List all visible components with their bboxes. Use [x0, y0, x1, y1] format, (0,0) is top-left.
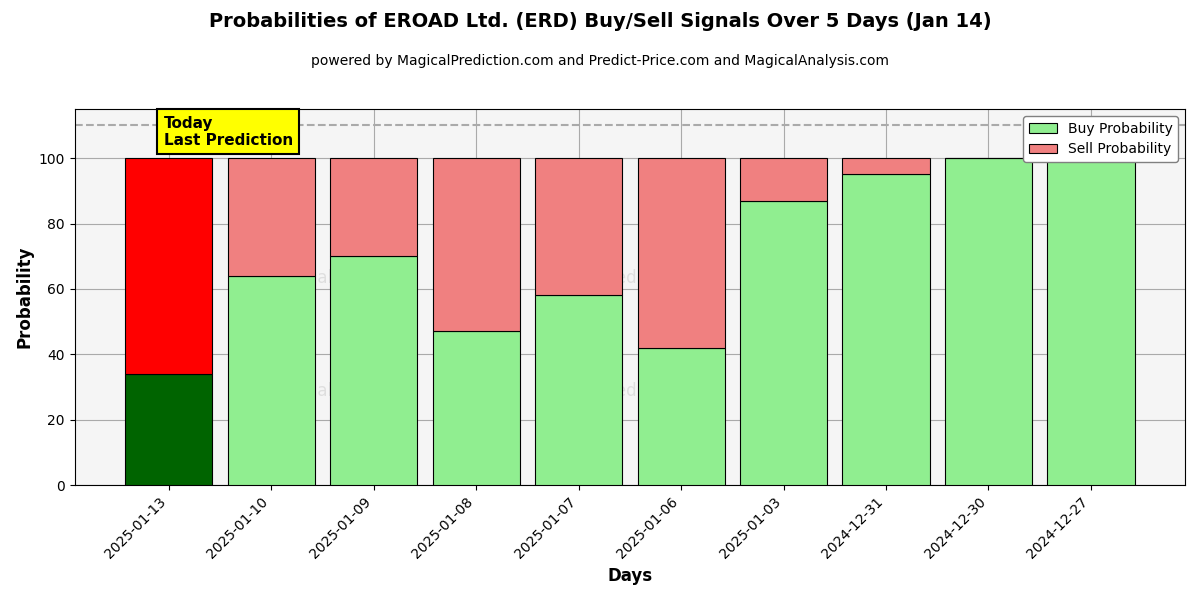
Bar	[740, 200, 827, 485]
Text: MagicalAnalysis.com: MagicalAnalysis.com	[233, 269, 406, 287]
Text: MagicalPrediction.com: MagicalPrediction.com	[536, 382, 724, 400]
Bar	[842, 158, 930, 175]
Legend: Buy Probability, Sell Probability: Buy Probability, Sell Probability	[1024, 116, 1178, 162]
Bar	[740, 158, 827, 200]
Bar	[125, 158, 212, 374]
Bar	[432, 158, 520, 331]
Text: Today
Last Prediction: Today Last Prediction	[163, 116, 293, 148]
Text: Probabilities of EROAD Ltd. (ERD) Buy/Sell Signals Over 5 Days (Jan 14): Probabilities of EROAD Ltd. (ERD) Buy/Se…	[209, 12, 991, 31]
Bar	[432, 331, 520, 485]
Bar	[228, 276, 314, 485]
Text: MagicalPrediction.com: MagicalPrediction.com	[536, 269, 724, 287]
Bar	[330, 158, 418, 256]
Bar	[535, 158, 622, 295]
Bar	[637, 158, 725, 348]
X-axis label: Days: Days	[607, 567, 653, 585]
Bar	[842, 175, 930, 485]
Bar	[228, 158, 314, 276]
Bar	[535, 295, 622, 485]
Y-axis label: Probability: Probability	[16, 246, 34, 349]
Bar	[637, 348, 725, 485]
Bar	[125, 374, 212, 485]
Text: powered by MagicalPrediction.com and Predict-Price.com and MagicalAnalysis.com: powered by MagicalPrediction.com and Pre…	[311, 54, 889, 68]
Bar	[330, 256, 418, 485]
Bar	[944, 158, 1032, 485]
Bar	[1048, 158, 1134, 485]
Text: MagicalAnalysis.com: MagicalAnalysis.com	[233, 382, 406, 400]
